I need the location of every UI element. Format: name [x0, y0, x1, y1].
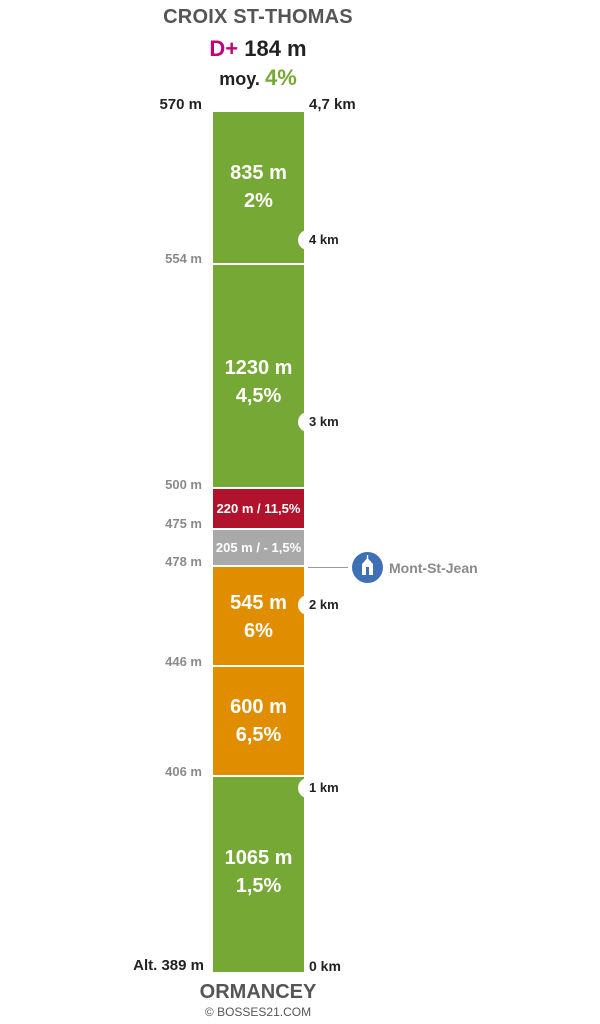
segment-2-grade: 4,5% [235, 385, 282, 407]
elevation-gain-value: 184 m [244, 36, 307, 61]
km-label-3: 3 km [309, 414, 339, 429]
average-grade: moy. 4% [0, 65, 516, 91]
segment-6: 600 m 6,5% [213, 667, 304, 777]
elevation-gain-label: D+ [209, 36, 239, 61]
average-grade-label: moy. [219, 69, 260, 89]
segment-2-length: 1230 m [224, 357, 293, 379]
km-notch-2 [298, 595, 312, 615]
segment-1-grade: 2% [244, 190, 273, 212]
segment-3-label: 220 m / 11,5% [216, 501, 301, 516]
segment-7-grade: 1,5% [235, 875, 282, 897]
km-notch-1 [298, 778, 312, 798]
altitude-label: 475 m [165, 516, 202, 531]
church-icon [352, 552, 383, 583]
segment-7-length: 1065 m [224, 847, 293, 869]
segment-5-grade: 6% [244, 620, 273, 642]
poi-label: Mont-St-Jean [389, 560, 478, 576]
segment-6-grade: 6,5% [235, 724, 282, 746]
top-altitude: 570 m [159, 96, 202, 113]
average-grade-value: 4% [264, 65, 297, 90]
segment-6-length: 600 m [230, 696, 287, 718]
summit-name: CROIX ST-THOMAS [163, 6, 353, 28]
segment-7: 1065 m 1,5% [213, 777, 304, 972]
segment-3: 220 m / 11,5% [213, 489, 304, 530]
altitude-label: 554 m [165, 251, 202, 266]
segment-5-length: 545 m [230, 592, 287, 614]
altitude-label: 500 m [165, 477, 202, 492]
km-label-2: 2 km [309, 597, 339, 612]
copyright: © BOSSES21.COM [204, 1005, 312, 1019]
altitude-label: 446 m [165, 654, 202, 669]
altitude-label: 406 m [165, 764, 202, 779]
segment-1-length: 835 m [230, 162, 287, 184]
poi-connector [308, 567, 348, 568]
top-distance: 4,7 km [309, 96, 356, 113]
elevation-gain: D+ 184 m [0, 36, 516, 62]
bottom-distance: 0 km [309, 958, 341, 974]
segment-5: 545 m 6% [213, 567, 304, 667]
segment-4-label: 205 m / - 1,5% [215, 540, 302, 555]
km-notch-3 [298, 412, 312, 432]
start-name: ORMANCEY [199, 981, 317, 1003]
segment-1: 835 m 2% [213, 112, 304, 265]
segment-4: 205 m / - 1,5% [213, 530, 304, 567]
altitude-label: 478 m [165, 554, 202, 569]
km-notch-4 [298, 230, 312, 250]
km-label-4: 4 km [309, 232, 339, 247]
bottom-altitude: Alt. 389 m [133, 957, 204, 974]
km-label-1: 1 km [309, 780, 339, 795]
segment-2: 1230 m 4,5% [213, 265, 304, 489]
